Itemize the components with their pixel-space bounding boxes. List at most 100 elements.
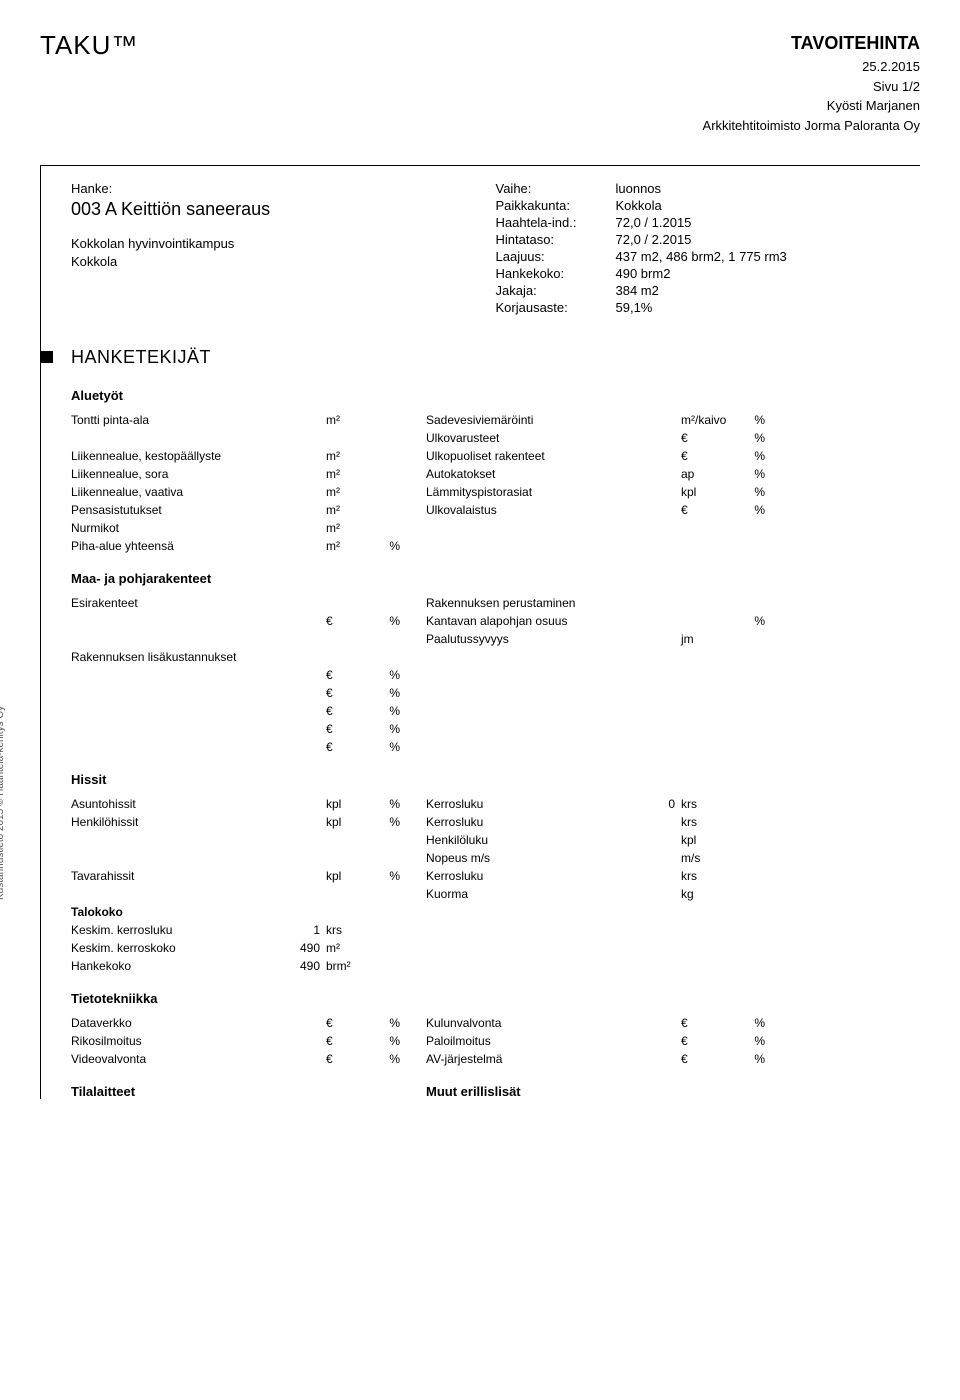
cell xyxy=(406,413,426,427)
project-label: Hanke: xyxy=(71,181,453,196)
data-row: €% xyxy=(71,704,920,718)
cell xyxy=(626,431,681,445)
cell xyxy=(626,539,681,553)
data-row: €%Kantavan alapohjan osuus% xyxy=(71,614,920,628)
cell xyxy=(271,668,326,682)
cell xyxy=(406,797,426,811)
cell: krs xyxy=(326,923,376,937)
meta-key: Haahtela-ind.: xyxy=(496,215,616,230)
cell xyxy=(626,413,681,427)
meta-row: Hankekoko:490 brm2 xyxy=(496,266,921,281)
page: Kustannustieto 2015 © Haahtela-kehitys O… xyxy=(0,0,960,1139)
cell: Videovalvonta xyxy=(71,1052,271,1066)
cell xyxy=(626,485,681,499)
cell: Autokatokset xyxy=(426,467,626,481)
cell: m/s xyxy=(681,851,741,865)
cell: Rikosilmoitus xyxy=(71,1034,271,1048)
cell xyxy=(681,959,741,973)
cell: Dataverkko xyxy=(71,1016,271,1030)
cell: % xyxy=(376,686,406,700)
cell: € xyxy=(326,722,376,736)
cell xyxy=(681,740,741,754)
data-row: EsirakenteetRakennuksen perustaminen xyxy=(71,596,920,610)
data-row: Henkilölukukpl xyxy=(71,833,920,847)
cell xyxy=(626,869,681,883)
cell xyxy=(406,686,426,700)
cell xyxy=(426,686,626,700)
data-row: €% xyxy=(71,668,920,682)
cell xyxy=(626,1016,681,1030)
meta-key: Jakaja: xyxy=(496,283,616,298)
cell: Rakennuksen perustaminen xyxy=(426,596,626,610)
cell xyxy=(741,923,771,937)
cell xyxy=(71,740,271,754)
cell: Liikennealue, sora xyxy=(71,467,271,481)
cell xyxy=(271,815,326,829)
cell xyxy=(271,686,326,700)
meta-table: Vaihe:luonnosPaikkakunta:KokkolaHaahtela… xyxy=(496,181,921,317)
cell xyxy=(326,905,376,919)
cell xyxy=(406,833,426,847)
cell xyxy=(426,650,626,664)
cell xyxy=(406,869,426,883)
cell: m² xyxy=(326,503,376,517)
cell xyxy=(626,851,681,865)
cell: m² xyxy=(326,413,376,427)
content-frame: Hanke: 003 A Keittiön saneeraus Kokkolan… xyxy=(40,165,920,1099)
cell: kg xyxy=(681,887,741,901)
cell xyxy=(406,740,426,754)
cell xyxy=(406,905,426,919)
meta-key: Vaihe: xyxy=(496,181,616,196)
cell xyxy=(71,686,271,700)
header: TAKU™ TAVOITEHINTA 25.2.2015 Sivu 1/2 Ky… xyxy=(40,30,920,135)
cell: kpl xyxy=(681,833,741,847)
cell: Piha-alue yhteensä xyxy=(71,539,271,553)
meta-value: 72,0 / 2.2015 xyxy=(616,232,921,247)
data-row: Nopeus m/sm/s xyxy=(71,851,920,865)
cell xyxy=(71,431,271,445)
cell xyxy=(741,722,771,736)
cell: % xyxy=(741,449,771,463)
cell xyxy=(741,596,771,610)
data-row: Kuormakg xyxy=(71,887,920,901)
cell: € xyxy=(681,1034,741,1048)
data-row: €% xyxy=(71,686,920,700)
cell xyxy=(741,887,771,901)
data-row: Liikennealue, vaativam²Lämmityspistorasi… xyxy=(71,485,920,499)
data-row: Videovalvonta€%AV-järjestelmä€% xyxy=(71,1052,920,1066)
cell: Lämmityspistorasiat xyxy=(426,485,626,499)
cell xyxy=(376,485,406,499)
cell xyxy=(271,797,326,811)
data-row: Keskim. kerroskoko490m² xyxy=(71,941,920,955)
cell: € xyxy=(326,614,376,628)
cell xyxy=(406,959,426,973)
cell: % xyxy=(741,503,771,517)
cell xyxy=(681,704,741,718)
cell: kpl xyxy=(681,485,741,499)
cell: kpl xyxy=(326,869,376,883)
cell: € xyxy=(326,686,376,700)
cell xyxy=(406,722,426,736)
cell: Rakennuksen lisäkustannukset xyxy=(71,650,271,664)
cell: 490 xyxy=(271,941,326,955)
cell xyxy=(626,1034,681,1048)
group-title: Hissit xyxy=(71,772,920,787)
cell xyxy=(271,539,326,553)
cell: Tontti pinta-ala xyxy=(71,413,271,427)
data-row: €% xyxy=(71,740,920,754)
cell xyxy=(406,941,426,955)
cell: m² xyxy=(326,485,376,499)
cell: kpl xyxy=(326,815,376,829)
data-row: Asuntohissitkpl%Kerrosluku0krs xyxy=(71,797,920,811)
cell xyxy=(406,596,426,610)
cell xyxy=(406,539,426,553)
cell: Hankekoko xyxy=(71,959,271,973)
cell: % xyxy=(741,614,771,628)
meta-key: Laajuus: xyxy=(496,249,616,264)
cell xyxy=(626,1052,681,1066)
data-row: Nurmikotm² xyxy=(71,521,920,535)
cell xyxy=(71,614,271,628)
meta-value: 490 brm2 xyxy=(616,266,921,281)
meta-value: 384 m2 xyxy=(616,283,921,298)
cell: % xyxy=(376,722,406,736)
